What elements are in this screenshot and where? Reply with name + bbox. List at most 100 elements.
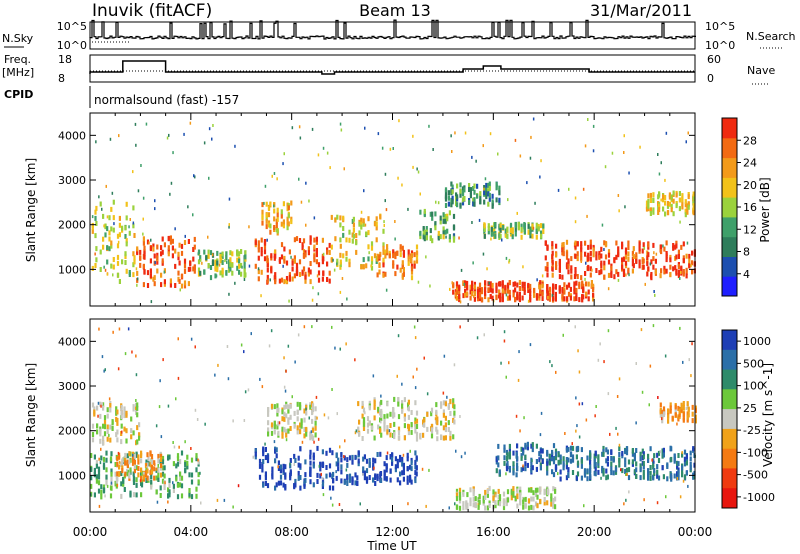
velocity-cell [530, 487, 533, 493]
velocity-cell [266, 458, 270, 464]
power-cell [660, 268, 663, 274]
power-cell [534, 201, 536, 205]
power-cell [135, 267, 138, 271]
velocity-cell [452, 398, 455, 404]
power-x-ticks [89, 113, 696, 306]
power-cell [670, 195, 673, 201]
power-cell [687, 131, 689, 135]
velocity-cell [105, 457, 108, 463]
velocity-cell [503, 444, 506, 450]
velocity-cell [179, 476, 182, 481]
velocity-cell [138, 422, 141, 428]
velocity-cell [677, 475, 680, 481]
power-cell [142, 236, 145, 242]
velocity-cell [625, 498, 627, 502]
power-cell [650, 274, 653, 280]
power-cell [248, 225, 250, 229]
power-cell [149, 258, 152, 264]
power-cell [544, 266, 547, 272]
velocity-cell [386, 413, 389, 419]
velocity-cell [123, 426, 126, 432]
velocity-cell [687, 412, 690, 418]
velocity-cell [177, 376, 180, 380]
power-cell [273, 172, 276, 175]
power-cells [91, 117, 696, 304]
power-cell [209, 265, 213, 270]
power-cell [226, 260, 228, 264]
power-cell [153, 281, 156, 287]
velocity-cell [492, 489, 495, 495]
power-cell [386, 248, 389, 254]
power-cell [472, 197, 475, 203]
power-cell [518, 291, 521, 297]
power-cell [682, 241, 685, 247]
power-cell [461, 197, 465, 203]
power-cell [672, 266, 675, 272]
velocity-cell [552, 498, 555, 503]
power-cell [291, 260, 294, 266]
velocity-cell [179, 471, 182, 477]
power-cell [178, 260, 181, 266]
velocity-cell [662, 474, 665, 480]
power-cell [475, 159, 477, 163]
velocity-cell [186, 464, 189, 470]
power-cell [666, 210, 670, 216]
velocity-cell [385, 467, 388, 473]
power-cell [99, 249, 102, 255]
velocity-cell [157, 477, 160, 482]
power-cell [688, 253, 691, 259]
power-cell [502, 225, 505, 230]
power-cell [641, 248, 644, 254]
power-cell [504, 289, 507, 295]
power-cell [442, 212, 445, 218]
nsearch-label: N.Search [746, 30, 796, 43]
power-cell [582, 187, 585, 191]
power-cell [91, 222, 94, 228]
velocity-cell [348, 455, 352, 461]
velocity-cell [190, 494, 194, 500]
velocity-cell [296, 409, 299, 415]
power-cell [483, 187, 485, 191]
velocity-cell [510, 495, 513, 501]
velocity-cell [454, 502, 456, 506]
velocity-cell [681, 469, 684, 475]
power-cell [197, 267, 201, 273]
power-cell [355, 233, 358, 238]
velocity-cell [679, 495, 682, 499]
power-cell [469, 295, 472, 301]
power-cell [178, 242, 181, 248]
velocity-cell [531, 465, 534, 471]
power-cell [221, 251, 224, 257]
velocity-cell [548, 453, 551, 459]
power-cell [302, 253, 306, 259]
velocity-cell [447, 420, 450, 426]
power-cell [278, 257, 281, 263]
velocity-cell [111, 426, 114, 431]
velocity-cell [396, 458, 399, 464]
velocity-cell [442, 435, 445, 441]
velocity-cell [580, 463, 583, 469]
power-colorbar-tick-label: 28 [743, 134, 757, 147]
velocity-cell [520, 455, 523, 461]
velocity-cell [597, 458, 600, 464]
power-cell [504, 285, 507, 291]
power-cell [148, 241, 150, 245]
velocity-cell [661, 413, 664, 419]
velocity-cell [332, 485, 335, 491]
velocity-cell [108, 433, 110, 437]
velocity-cell [403, 423, 406, 429]
velocity-cell [132, 471, 135, 477]
power-cell [652, 264, 655, 270]
velocity-cell [112, 330, 114, 334]
velocity-cell [374, 481, 377, 486]
power-cell [638, 263, 641, 269]
power-cell [299, 136, 302, 140]
velocity-cell [299, 422, 302, 428]
power-cell [388, 250, 391, 256]
power-cell [476, 288, 480, 294]
power-cell [565, 239, 569, 245]
power-cell [229, 250, 232, 256]
velocity-cell [486, 489, 489, 494]
velocity-cell [414, 386, 417, 390]
velocity-cell [462, 501, 465, 507]
